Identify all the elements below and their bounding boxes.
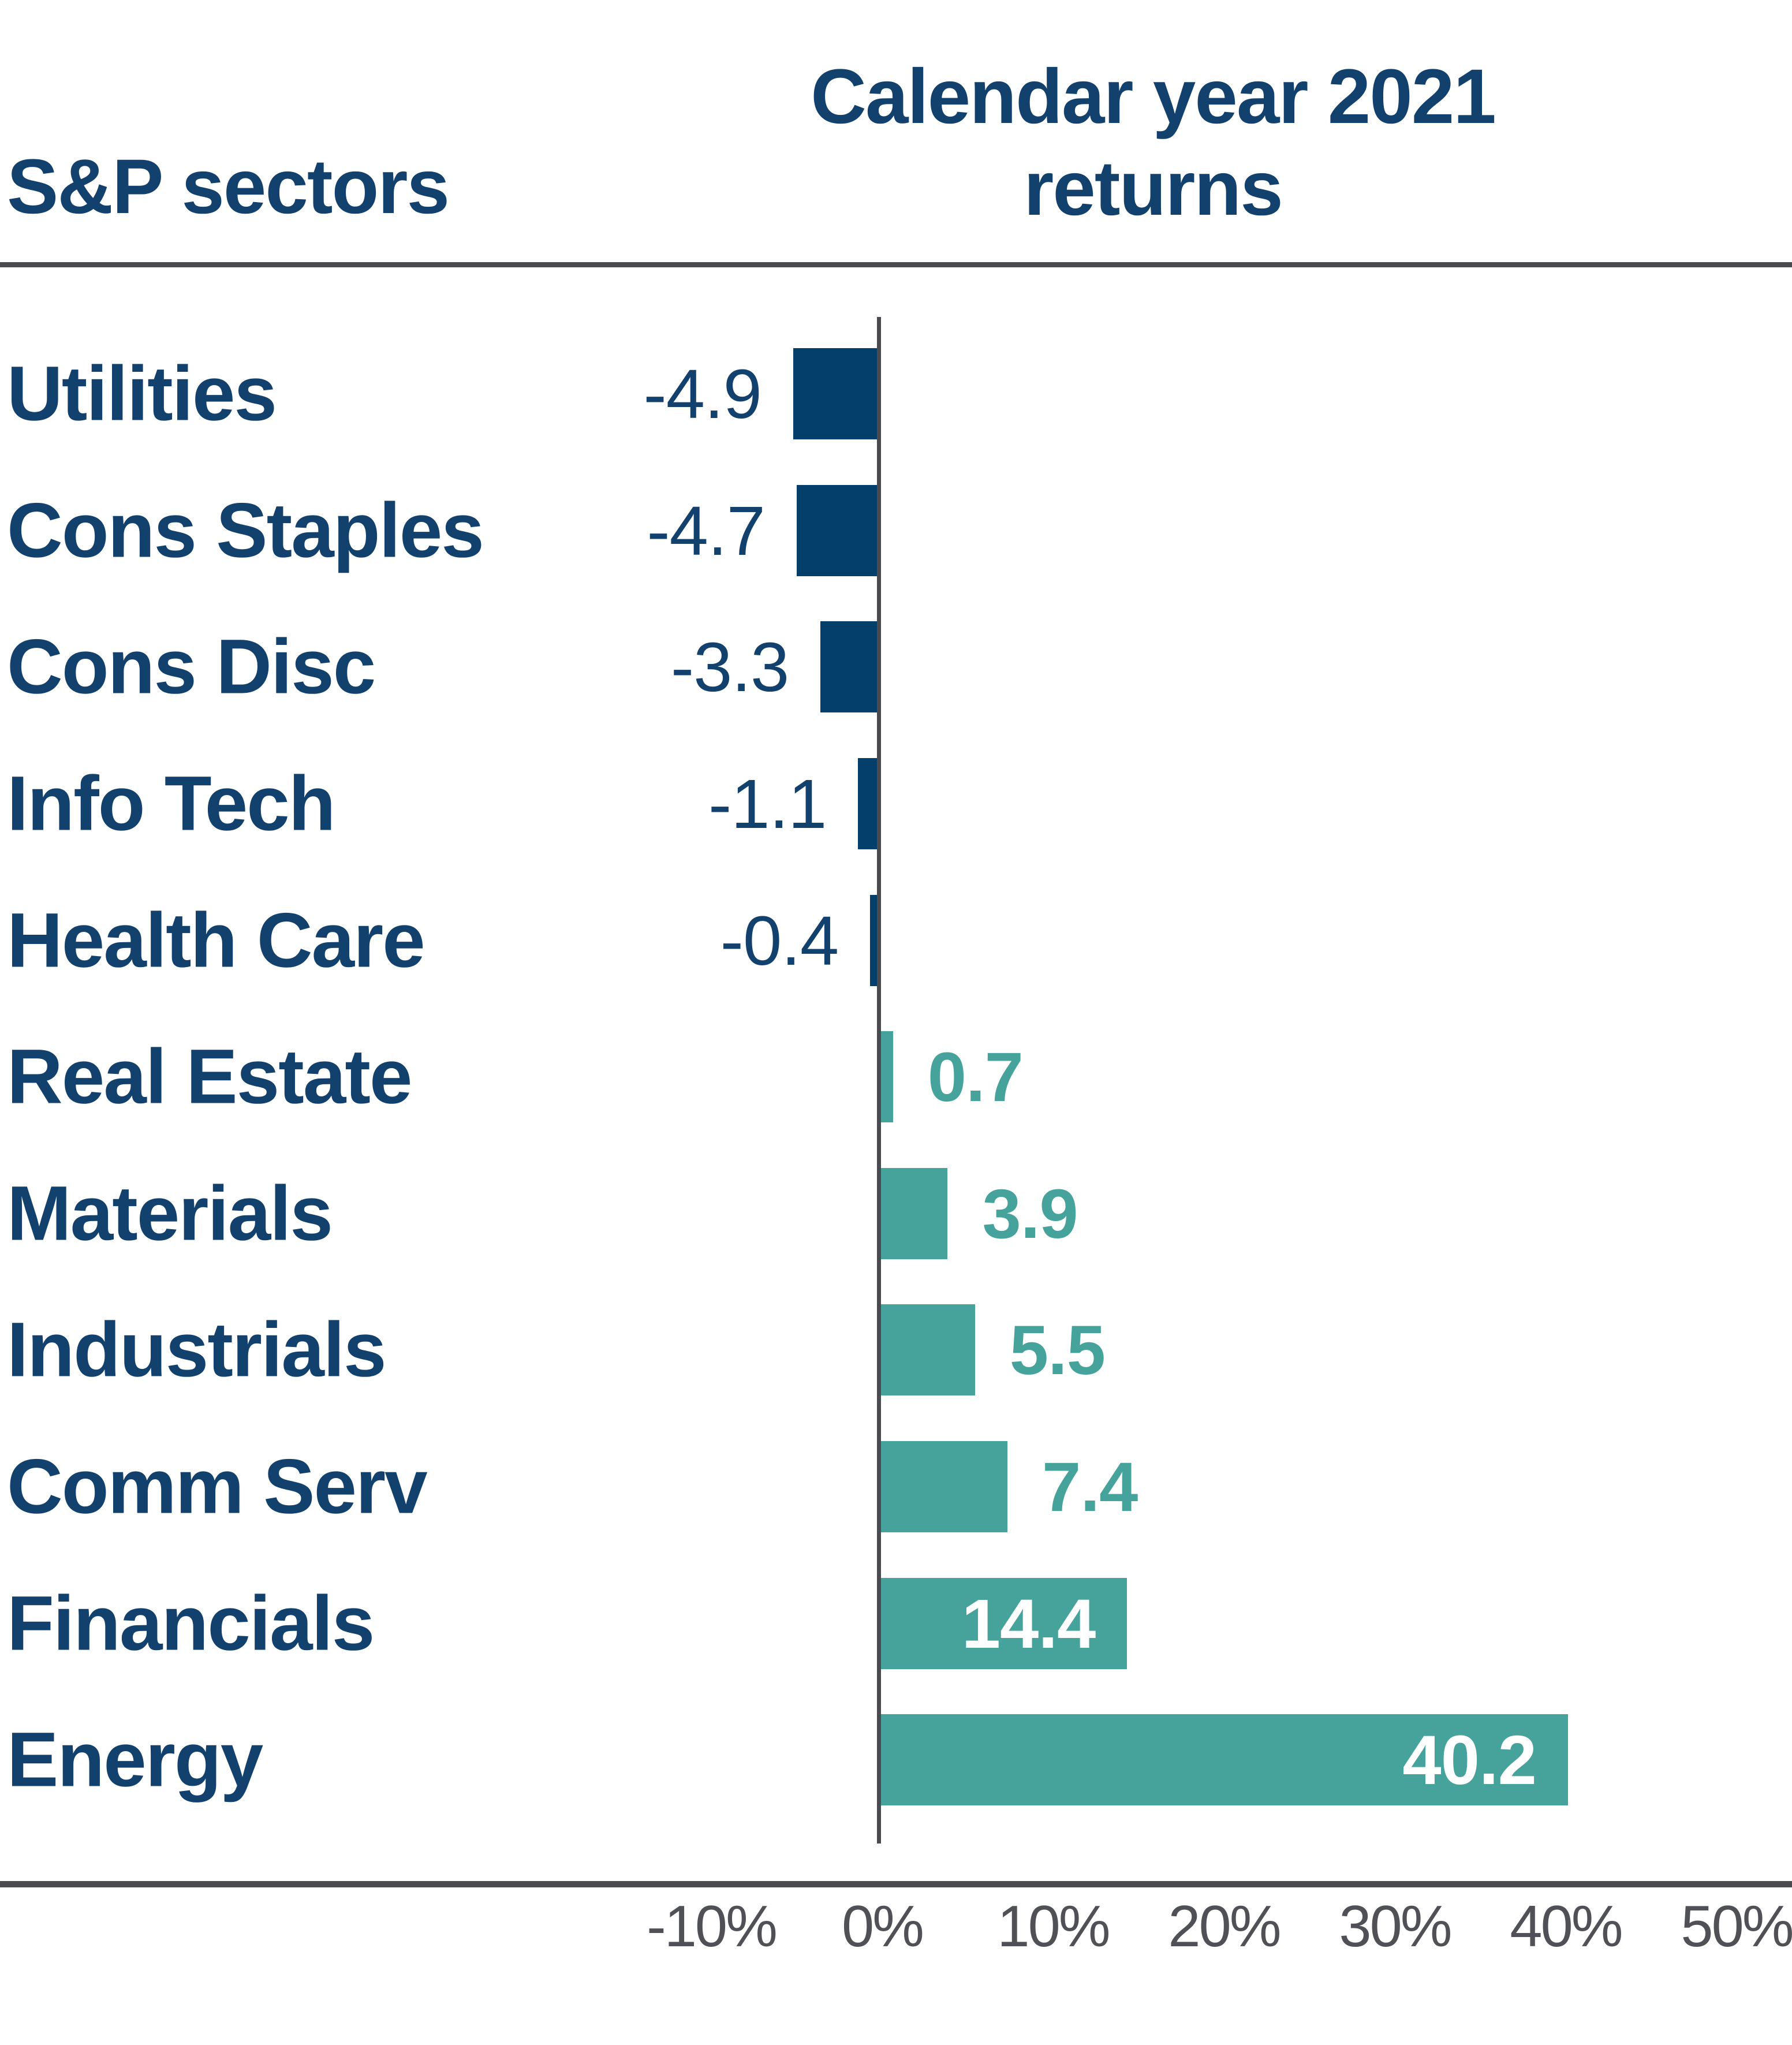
sector-label: Info Tech	[7, 760, 336, 847]
chart-title-line1: Calendar year 2021	[811, 54, 1496, 140]
value-label: -1.1	[708, 764, 827, 844]
plot-area: Utilities -4.9 Cons Staples -4.7 Cons Disc -3…	[0, 326, 1792, 1828]
chart-row: Utilities -4.9	[0, 326, 1792, 462]
x-axis-tick-label: 40%	[1510, 1894, 1623, 1959]
value-label: 3.9	[982, 1174, 1078, 1253]
chart-row: Info Tech -1.1	[0, 736, 1792, 872]
x-axis: -10% 0% 10% 20% 30% 40% 50%	[0, 1894, 1792, 1998]
sector-label: Utilities	[7, 350, 277, 437]
bar-negative	[820, 621, 877, 713]
bar-negative	[870, 894, 877, 986]
x-axis-tick-label: 50%	[1681, 1894, 1792, 1959]
value-label: -4.9	[643, 354, 762, 434]
sector-label: Financials	[7, 1580, 375, 1667]
y-axis-title: S&P sectors	[7, 144, 450, 230]
sector-label: Industrials	[7, 1307, 387, 1393]
value-label: 7.4	[1042, 1447, 1138, 1527]
bar-positive	[881, 1031, 893, 1123]
chart-title: Calendar year 2021 returns	[811, 51, 1496, 235]
value-label: 40.2	[1402, 1721, 1537, 1800]
sector-label: Cons Staples	[7, 487, 484, 574]
chart-row: Real Estate 0.7	[0, 1009, 1792, 1145]
value-label: -0.4	[720, 901, 839, 980]
chart-row: Cons Disc -3.3	[0, 599, 1792, 736]
bar-positive	[881, 1167, 948, 1259]
bar-negative	[796, 484, 877, 576]
chart-row: Health Care -0.4	[0, 872, 1792, 1009]
x-axis-tick-label: 10%	[997, 1894, 1110, 1959]
zero-axis-line	[877, 317, 881, 1844]
chart-row: Energy 40.2	[0, 1692, 1792, 1828]
chart-row: Industrials 5.5	[0, 1282, 1792, 1419]
x-axis-tick-label: 30%	[1339, 1894, 1452, 1959]
sector-label: Comm Serv	[7, 1443, 428, 1530]
value-label: -3.3	[670, 628, 790, 707]
bar-negative	[793, 348, 877, 440]
x-axis-tick-label: 20%	[1168, 1894, 1281, 1959]
sector-label: Real Estate	[7, 1033, 412, 1120]
value-label: 0.7	[927, 1038, 1024, 1117]
x-axis-tick-label: 0%	[842, 1894, 924, 1959]
sector-label: Cons Disc	[7, 624, 376, 710]
bar-positive	[881, 1714, 1568, 1806]
bar-positive	[881, 1577, 1128, 1669]
sector-label: Health Care	[7, 897, 425, 984]
bar-positive	[881, 1304, 975, 1396]
sector-label: Materials	[7, 1170, 333, 1257]
x-axis-baseline	[0, 1881, 1792, 1887]
chart-row: Financials 14.4	[0, 1555, 1792, 1692]
value-label: 14.4	[961, 1584, 1096, 1663]
bar-negative	[858, 758, 877, 850]
bar-positive	[881, 1441, 1008, 1533]
value-label: 5.5	[1009, 1311, 1106, 1390]
sector-label: Energy	[7, 1716, 263, 1803]
value-label: -4.7	[647, 491, 766, 570]
chart-row: Cons Staples -4.7	[0, 462, 1792, 599]
chart-title-line2: returns	[1024, 145, 1283, 232]
chart-row: Materials 3.9	[0, 1145, 1792, 1282]
chart-row: Comm Serv 7.4	[0, 1419, 1792, 1555]
header-divider-line	[0, 262, 1792, 267]
x-axis-tick-label: -10%	[647, 1894, 778, 1959]
